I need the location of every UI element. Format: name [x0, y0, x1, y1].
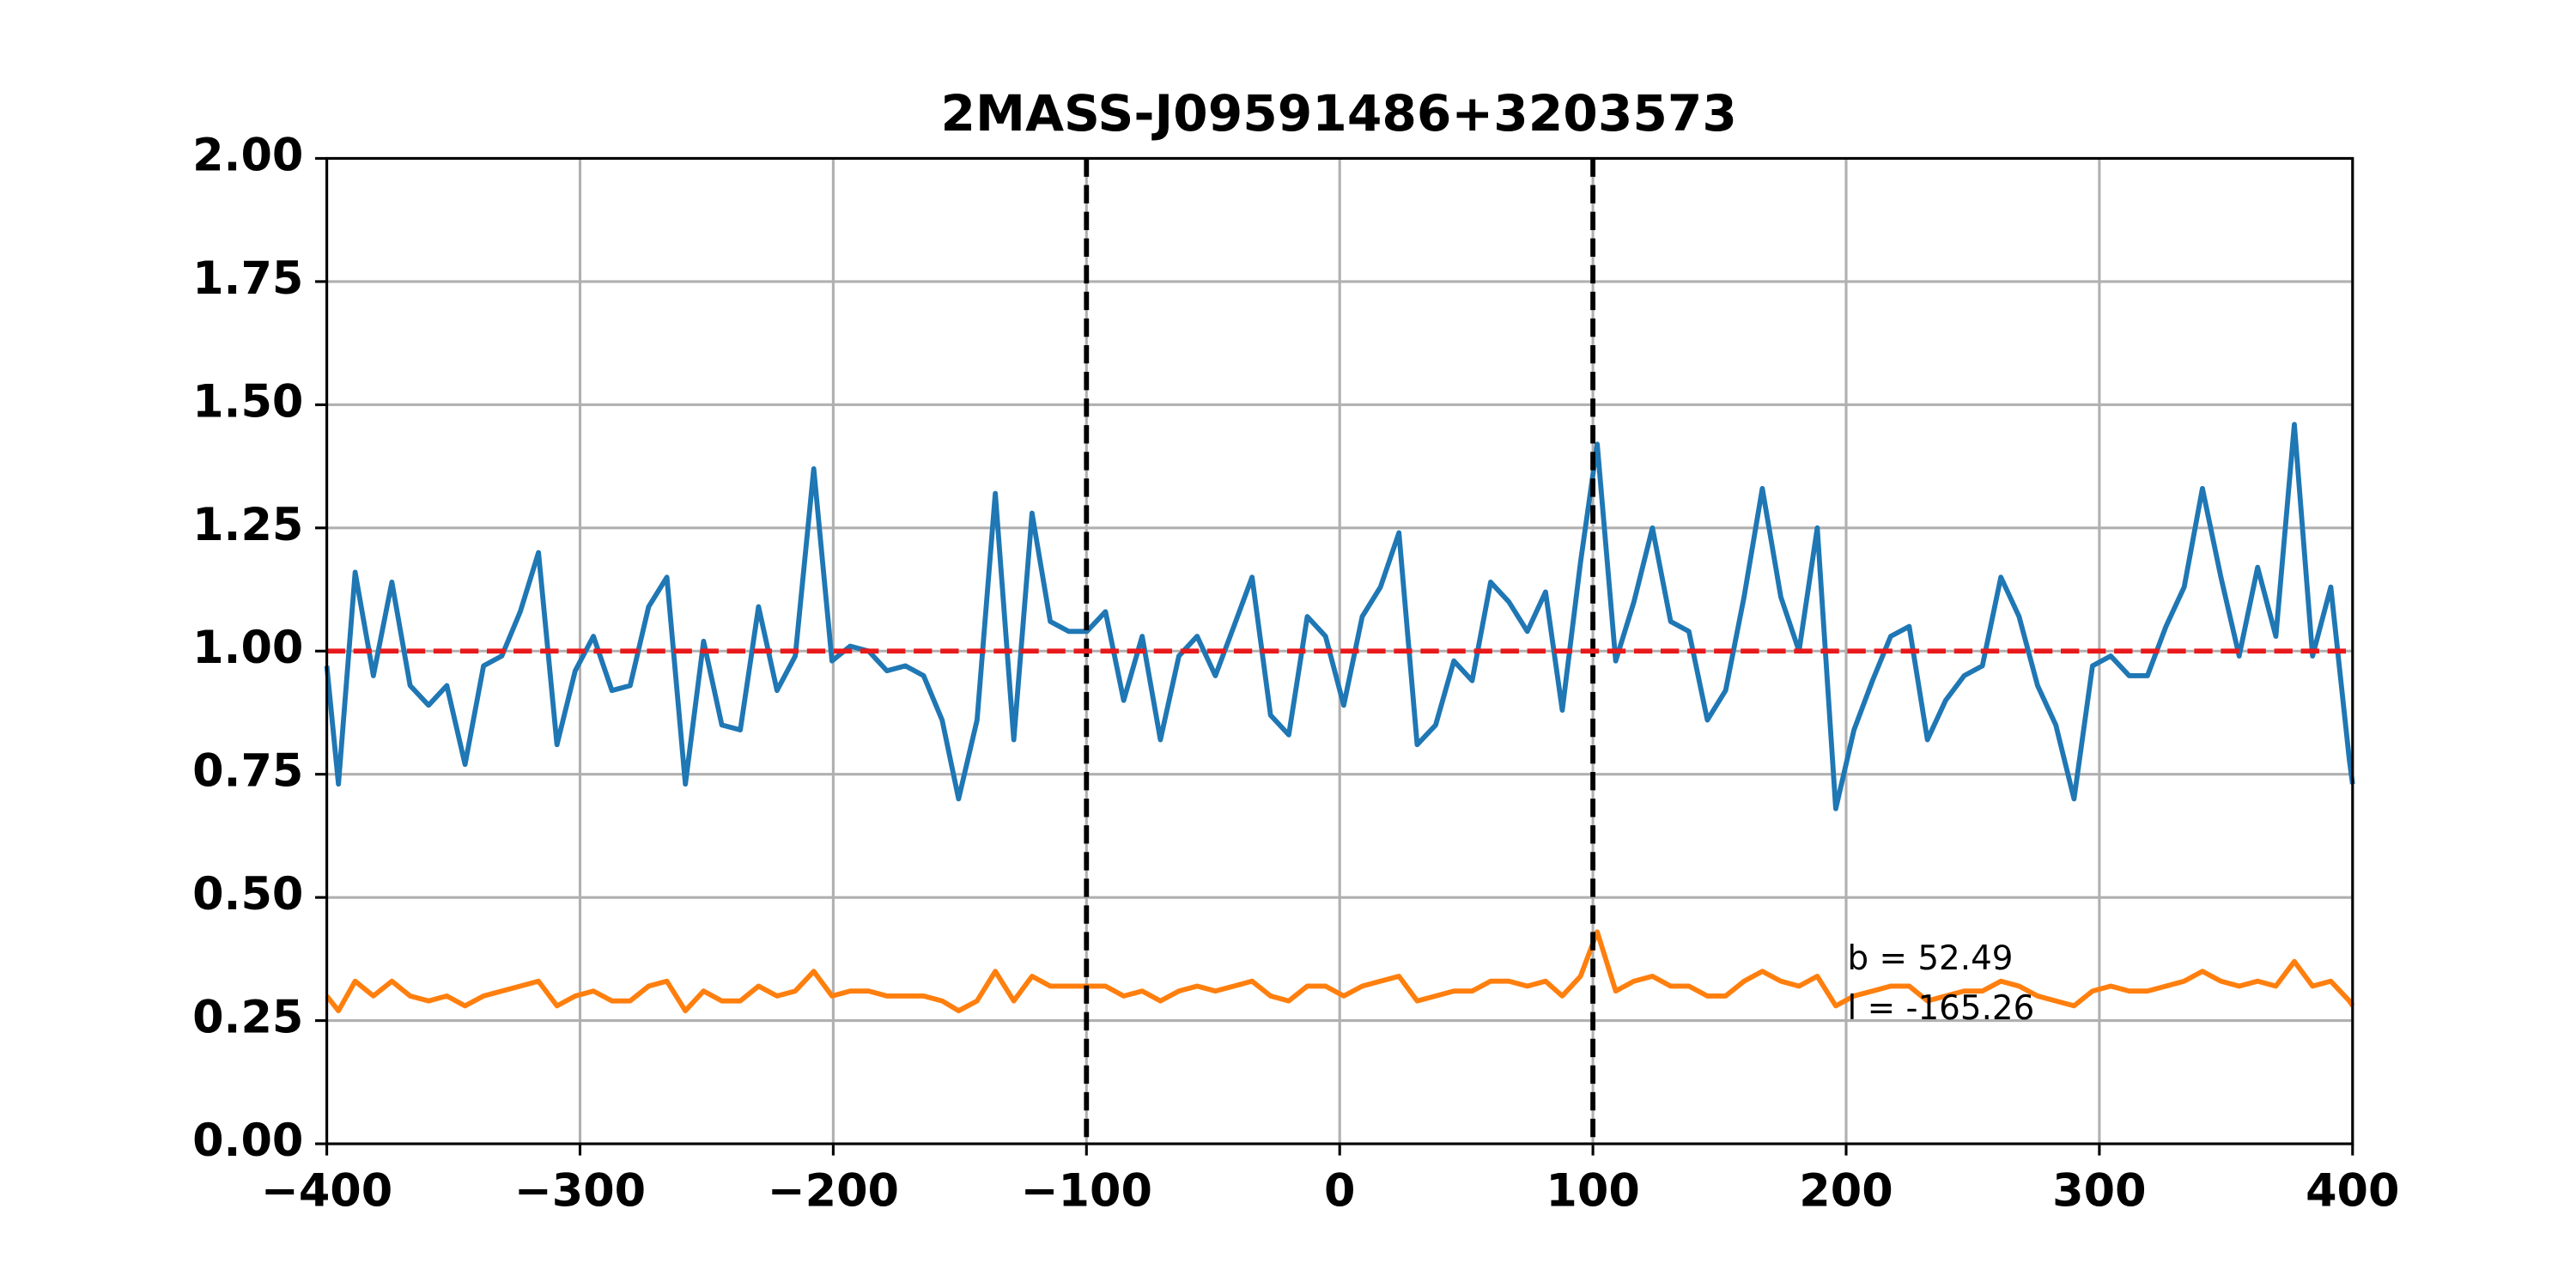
- x-tick-label: 100: [1546, 1164, 1639, 1217]
- y-tick-label: 1.00: [192, 622, 303, 674]
- data-line: [325, 929, 2355, 1014]
- x-tick-label: 400: [2306, 1164, 2399, 1217]
- y-tick-label: 0.25: [192, 992, 303, 1044]
- data-line: [324, 422, 2355, 811]
- x-tick-label: 0: [1324, 1164, 1355, 1217]
- y-tick-label: 0.00: [192, 1115, 303, 1167]
- y-tick-label: 1.25: [192, 499, 303, 551]
- x-tick-label: 200: [1799, 1164, 1893, 1217]
- y-tick-label: 1.75: [192, 252, 303, 305]
- x-tick-label: −100: [1021, 1164, 1152, 1217]
- annotation: l = -165.26: [1847, 989, 2034, 1028]
- annotation: b = 52.49: [1847, 939, 2013, 978]
- x-tick-label: −200: [768, 1164, 899, 1217]
- y-tick-label: 0.50: [192, 868, 303, 920]
- x-tick-label: −400: [261, 1164, 392, 1217]
- y-tick-label: 0.75: [192, 745, 303, 798]
- y-tick-label: 2.00: [192, 129, 303, 181]
- chart-title: 2MASS-J09591486+3203573: [940, 84, 1736, 143]
- plot-frame: [325, 156, 2354, 1145]
- x-tick-label: 300: [2052, 1164, 2146, 1217]
- x-tick-label: −300: [514, 1164, 646, 1217]
- y-tick-label: 1.50: [192, 375, 303, 428]
